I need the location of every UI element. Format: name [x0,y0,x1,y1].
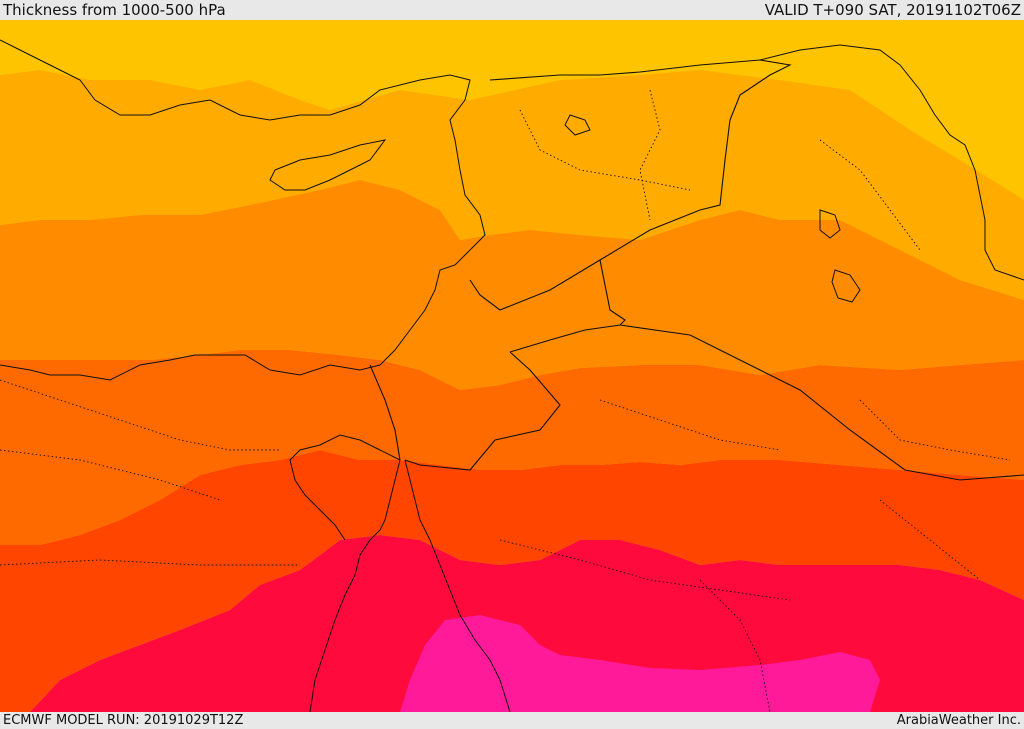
thickness-band-8 [400,615,880,712]
map-canvas [0,20,1024,712]
thickness-map [0,20,1024,712]
thickness-band-2 [0,20,1024,200]
borders [369,59,1024,481]
thickness-band-4 [0,180,1024,390]
thickness-band-6 [0,450,1024,712]
internal-boundaries [0,89,1011,712]
thickness-band-3 [0,70,1024,300]
valid-time: VALID T+090 SAT, 20191102T06Z [764,1,1021,19]
map-title: Thickness from 1000-500 hPa [3,1,226,19]
header-bar: Thickness from 1000-500 hPa VALID T+090 … [0,0,1024,20]
footer-bar: ECMWF MODEL RUN: 20191029T12Z ArabiaWeat… [0,712,1024,729]
credit-text: ArabiaWeather Inc. [896,713,1021,728]
coastlines [0,39,1024,712]
thickness-band-5 [0,350,1024,545]
model-run: ECMWF MODEL RUN: 20191029T12Z [3,713,244,728]
